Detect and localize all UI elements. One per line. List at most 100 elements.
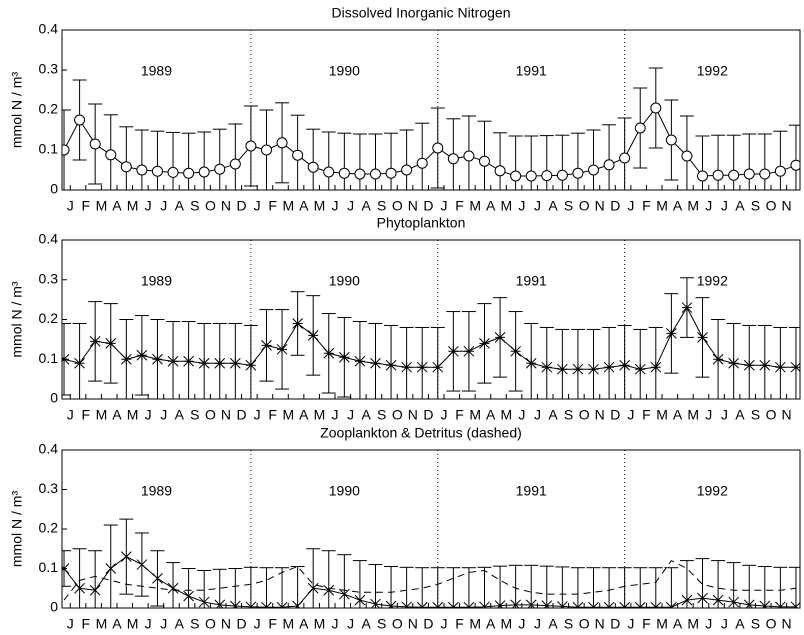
x-tick-label: O	[392, 198, 403, 214]
x-tick-label: S	[377, 407, 386, 423]
x-tick-label: J	[441, 616, 448, 632]
marker	[276, 601, 288, 608]
marker	[775, 601, 786, 608]
x-tick-label: D	[423, 198, 433, 214]
marker	[136, 349, 148, 361]
x-tick-label: J	[67, 407, 74, 423]
x-tick-label: M	[469, 407, 481, 423]
x-tick-label: M	[656, 616, 668, 632]
x-tick-label: J	[721, 407, 728, 423]
x-tick-label: A	[175, 407, 185, 423]
marker	[588, 363, 599, 375]
marker	[634, 601, 646, 608]
marker	[665, 134, 677, 146]
marker	[89, 584, 101, 596]
x-tick-label: M	[687, 407, 699, 423]
y-tick-label: 0.2	[39, 310, 59, 326]
x-tick-label: S	[564, 198, 573, 214]
marker	[510, 345, 521, 357]
x-tick-label: J	[145, 616, 152, 632]
x-tick-label: N	[782, 198, 792, 214]
x-tick-label: S	[751, 407, 760, 423]
x-tick-label: A	[175, 198, 185, 214]
x-tick-label: J	[331, 616, 338, 632]
x-tick-label: D	[610, 407, 620, 423]
x-tick-label: O	[766, 198, 777, 214]
x-tick-label: J	[721, 198, 728, 214]
marker	[556, 169, 568, 181]
x-tick-label: J	[67, 198, 74, 214]
marker	[323, 584, 335, 596]
x-tick-label: D	[610, 616, 620, 632]
x-tick-label: A	[735, 198, 745, 214]
marker	[572, 363, 584, 375]
x-tick-label: J	[67, 616, 74, 632]
x-tick-label: D	[610, 198, 620, 214]
x-tick-label: S	[751, 198, 760, 214]
marker	[603, 601, 615, 608]
marker	[74, 582, 85, 594]
x-tick-label: J	[705, 198, 712, 214]
x-tick-label: A	[299, 198, 309, 214]
x-tick-label: O	[766, 616, 777, 632]
year-label: 1992	[697, 63, 728, 79]
marker	[167, 582, 179, 594]
x-tick-label: J	[331, 407, 338, 423]
x-tick-label: M	[127, 198, 139, 214]
y-tick-label: 0	[50, 181, 58, 197]
marker	[494, 165, 506, 177]
marker	[541, 170, 553, 182]
x-tick-label: J	[160, 198, 167, 214]
marker	[478, 155, 490, 167]
y-axis-label: mmol N / m³	[9, 72, 25, 149]
plot-area	[62, 277, 800, 399]
x-tick-label: J	[705, 407, 712, 423]
marker	[510, 170, 522, 182]
x-tick-label: J	[331, 198, 338, 214]
x-tick-label: A	[548, 616, 558, 632]
plot-frame	[61, 449, 801, 609]
x-tick-label: O	[579, 616, 590, 632]
marker	[432, 361, 444, 373]
marker	[214, 357, 226, 369]
x-tick-label: M	[282, 616, 294, 632]
marker	[62, 353, 70, 365]
x-tick-label: A	[735, 407, 745, 423]
marker	[634, 122, 646, 134]
marker	[385, 167, 397, 179]
marker	[167, 166, 179, 178]
marker	[276, 137, 288, 149]
x-tick-label: F	[455, 616, 464, 632]
marker	[105, 563, 117, 574]
x-tick-label: M	[687, 616, 699, 632]
marker	[619, 152, 631, 164]
year-label: 1992	[697, 273, 728, 289]
x-tick-label: M	[469, 616, 481, 632]
x-tick-label: M	[96, 407, 108, 423]
x-tick-label: F	[268, 198, 277, 214]
marker	[681, 150, 693, 162]
panel-title: Dissolved Inorganic Nitrogen	[332, 5, 511, 21]
marker	[432, 142, 444, 154]
series-line	[63, 107, 797, 177]
y-tick-label: 0	[50, 390, 58, 406]
marker	[385, 359, 397, 371]
x-tick-label: J	[347, 616, 354, 632]
marker	[260, 144, 272, 156]
year-label: 1989	[141, 63, 172, 79]
marker	[401, 601, 412, 608]
marker	[603, 159, 615, 171]
x-tick-label: A	[361, 616, 371, 632]
marker	[494, 332, 506, 343]
marker	[338, 167, 350, 179]
plot-frame	[61, 239, 801, 400]
marker	[74, 357, 85, 369]
x-tick-label: S	[564, 616, 573, 632]
marker	[525, 599, 537, 608]
x-tick-label: J	[347, 407, 354, 423]
marker	[214, 599, 226, 608]
y-tick-label: 0.4	[39, 21, 59, 37]
marker	[728, 169, 740, 181]
marker	[62, 144, 70, 156]
marker	[354, 168, 366, 180]
